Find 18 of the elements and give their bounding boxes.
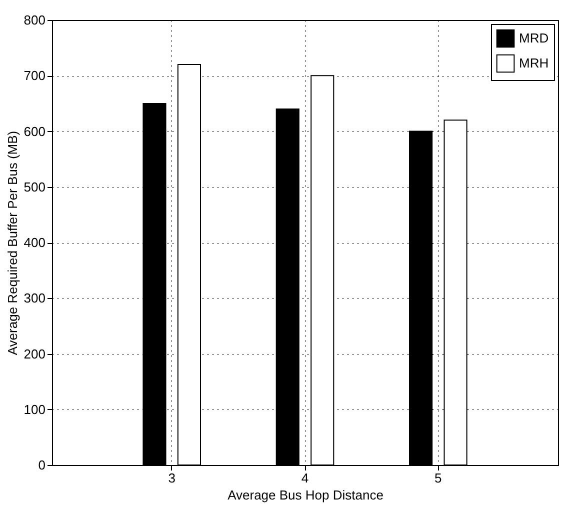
bar (310, 75, 334, 466)
legend-label: MRD (519, 30, 549, 46)
y-axis-title: Average Required Buffer Per Bus (MB) (4, 130, 20, 356)
x-tick-label: 3 (168, 470, 176, 486)
bar (276, 108, 300, 466)
y-tick-label: 700 (24, 68, 46, 84)
y-tick-label: 400 (24, 235, 46, 250)
y-tick-label: 800 (24, 12, 46, 28)
x-axis-title: Average Bus Hop Distance (228, 488, 384, 502)
y-tick-label: 600 (24, 124, 46, 139)
x-tick-label: 4 (301, 470, 309, 486)
y-tick-label: 100 (24, 402, 46, 417)
x-tick-label: 5 (434, 470, 442, 486)
y-tick-label: 500 (24, 179, 46, 194)
y-tick-label: 200 (24, 346, 46, 362)
y-tick-label: 300 (24, 290, 46, 306)
legend-label: MRH (519, 56, 549, 70)
y-tick-label: 0 (38, 458, 46, 472)
